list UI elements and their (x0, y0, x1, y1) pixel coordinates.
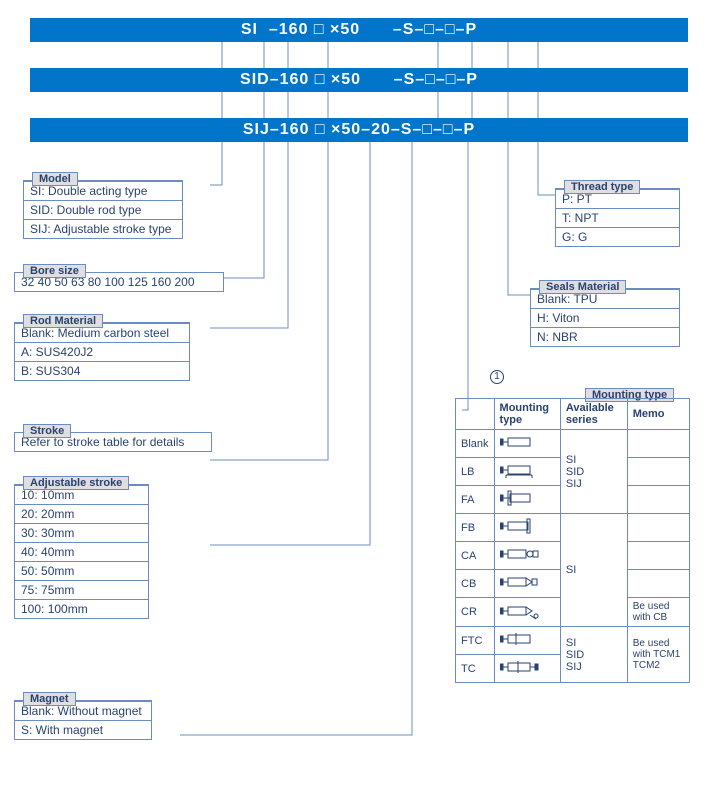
mounting-code: TC (456, 655, 495, 683)
box-model-row: SIJ: Adjustable stroke type (24, 219, 182, 238)
box-rodmat: Rod Material Blank: Medium carbon steel … (14, 322, 190, 381)
mounting-code: Blank (456, 430, 495, 458)
mounting-code: LB (456, 458, 495, 486)
box-thread-title: Thread type (564, 180, 640, 194)
box-rodmat-row: A: SUS420J2 (15, 342, 189, 361)
box-adj-row: 30: 30mm (15, 523, 148, 542)
box-adj-row: 40: 40mm (15, 542, 148, 561)
model-bar-sid: SID–160 □ ×50 –S–□–□–P (30, 68, 688, 92)
box-magnet-title: Magnet (23, 692, 76, 706)
box-model-title: Model (32, 172, 78, 186)
box-stroke: Stroke Refer to stroke table for details (14, 432, 212, 452)
box-seals: Seals Material Blank: TPU H: Viton N: NB… (530, 288, 680, 347)
cyl-ftc-icon (494, 627, 560, 655)
box-model-row: SID: Double rod type (24, 200, 182, 219)
mounting-code: FTC (456, 627, 495, 655)
mounting-code: CR (456, 598, 495, 627)
box-seals-row: N: NBR (531, 327, 679, 346)
mounting-memo: Be used with CB (627, 598, 689, 627)
mounting-h-code (456, 399, 495, 430)
box-thread: Thread type P: PT T: NPT G: G (555, 188, 680, 247)
model-bar-sij: SIJ–160 □ ×50–20–S–□–□–P (30, 118, 688, 142)
box-adj-row: 20: 20mm (15, 504, 148, 523)
mounting-code: FB (456, 514, 495, 542)
mounting-row: FB SI (456, 514, 690, 542)
box-magnet-row: S: With magnet (15, 720, 151, 739)
mounting-h-memo: Memo (627, 399, 689, 430)
box-adj-title: Adjustable stroke (23, 476, 129, 490)
cyl-basic-icon (494, 430, 560, 458)
box-thread-row: G: G (556, 227, 679, 246)
diagram-root: SI –160 □ ×50 –S–□–□–P SID–160 □ ×50 –S–… (0, 0, 706, 785)
mounting-code: CB (456, 570, 495, 598)
mounting-memo (627, 542, 689, 570)
mounting-memo (627, 486, 689, 514)
cyl-ca-icon (494, 542, 560, 570)
mounting-memo (627, 430, 689, 458)
mounting-series: SI (560, 514, 627, 627)
box-rodmat-title: Rod Material (23, 314, 103, 328)
box-adj-row: 75: 75mm (15, 580, 148, 599)
model-bar-si: SI –160 □ ×50 –S–□–□–P (30, 18, 688, 42)
mounting-memo (627, 514, 689, 542)
cyl-cr-icon (494, 598, 560, 627)
mounting-memo (627, 458, 689, 486)
box-seals-row: H: Viton (531, 308, 679, 327)
mounting-code: FA (456, 486, 495, 514)
box-rodmat-row: B: SUS304 (15, 361, 189, 380)
box-bore: Bore size 32 40 50 63 80 100 125 160 200 (14, 272, 224, 292)
cyl-lb-icon (494, 458, 560, 486)
cyl-fb-icon (494, 514, 560, 542)
box-adj-row: 50: 50mm (15, 561, 148, 580)
mounting-memo: Be used with TCM1 TCM2 (627, 627, 689, 683)
box-adj: Adjustable stroke 10: 10mm 20: 20mm 30: … (14, 484, 149, 619)
mounting-header-row: Mounting type Available series Memo (456, 399, 690, 430)
cyl-fa-icon (494, 486, 560, 514)
mounting-row: Blank SI SID SIJ (456, 430, 690, 458)
box-seals-title: Seals Material (539, 280, 626, 294)
box-bore-title: Bore size (23, 264, 86, 278)
cyl-tc-icon (494, 655, 560, 683)
box-thread-row: T: NPT (556, 208, 679, 227)
circled-number: 1 (490, 370, 504, 384)
mounting-row: FTC SI SID SIJ Be used with TCM1 TCM2 (456, 627, 690, 655)
box-model: Model SI: Double acting type SID: Double… (23, 180, 183, 239)
box-stroke-title: Stroke (23, 424, 71, 438)
mounting-memo (627, 570, 689, 598)
box-magnet: Magnet Blank: Without magnet S: With mag… (14, 700, 152, 740)
mounting-h-type: Mounting type (494, 399, 560, 430)
cyl-cb-icon (494, 570, 560, 598)
box-adj-row: 100: 100mm (15, 599, 148, 618)
mounting-code: CA (456, 542, 495, 570)
mounting-table: Mounting type Available series Memo Blan… (455, 398, 690, 683)
mounting-series: SI SID SIJ (560, 430, 627, 514)
mounting-h-series: Available series (560, 399, 627, 430)
mounting-series: SI SID SIJ (560, 627, 627, 683)
